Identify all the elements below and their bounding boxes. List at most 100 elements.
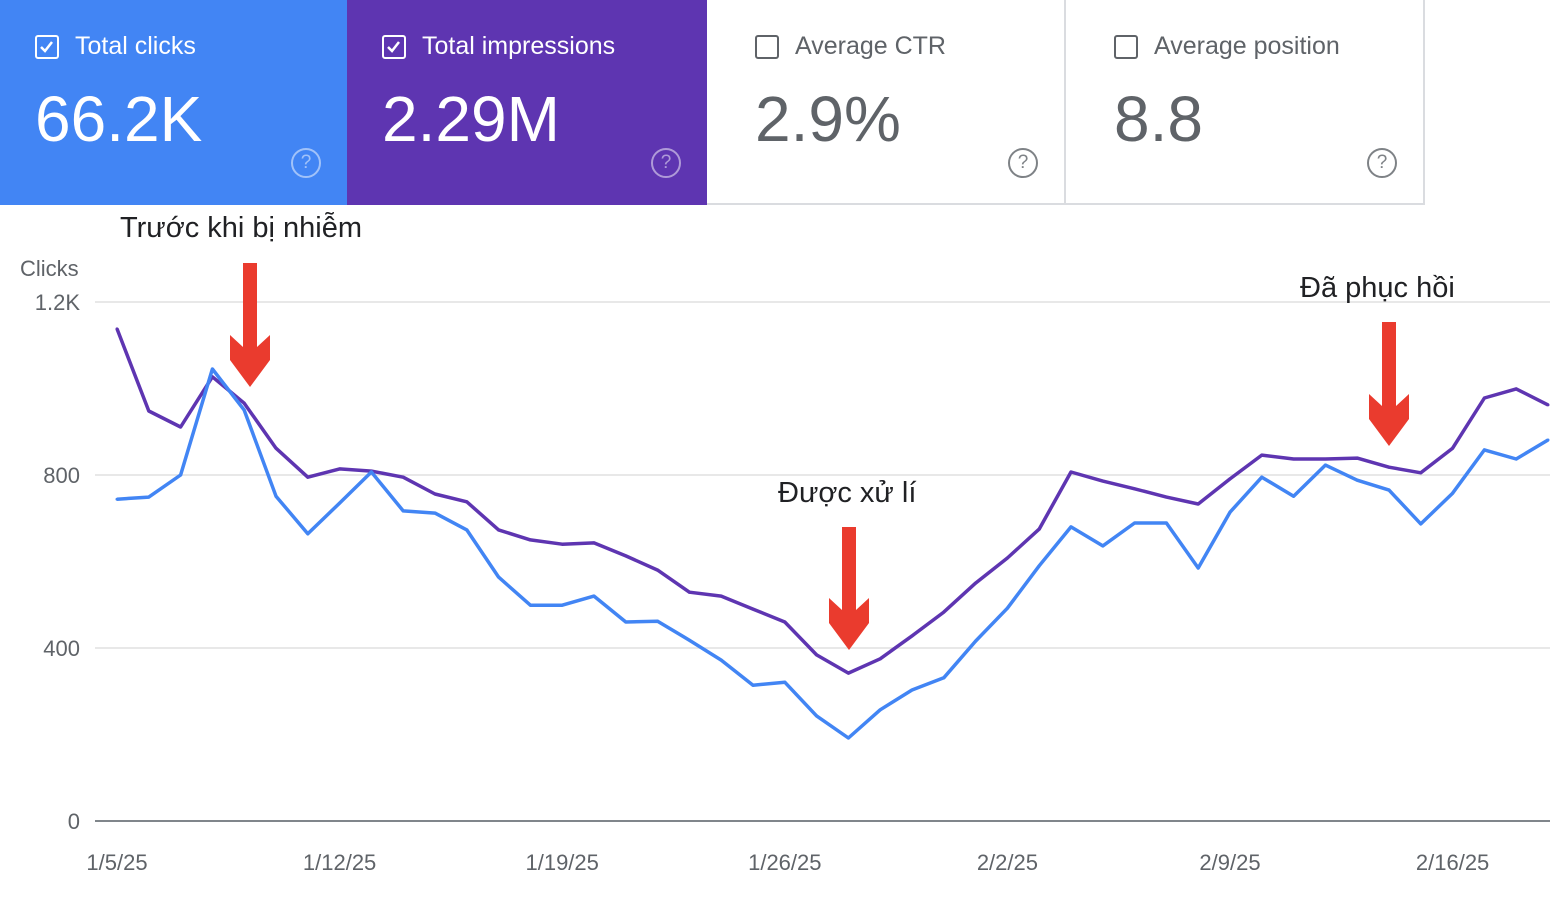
total-impressions-card[interactable]: Total impressions 2.29M ?: [347, 0, 707, 205]
data-point: [846, 736, 850, 740]
data-point: [1451, 446, 1455, 450]
checkbox-checked-icon[interactable]: [382, 35, 406, 59]
x-tick-label: 2/16/25: [1416, 850, 1489, 875]
data-point: [592, 594, 596, 598]
data-point: [1451, 491, 1455, 495]
data-point: [1133, 487, 1137, 491]
data-point: [433, 511, 437, 515]
data-point: [624, 554, 628, 558]
checkbox-unchecked-icon[interactable]: [755, 35, 779, 59]
help-icon[interactable]: ?: [1008, 148, 1038, 178]
data-point: [1482, 448, 1486, 452]
data-point: [1196, 566, 1200, 570]
data-point: [528, 538, 532, 542]
data-point: [465, 500, 469, 504]
data-point: [942, 610, 946, 614]
data-point: [783, 620, 787, 624]
data-point: [1482, 396, 1486, 400]
help-icon[interactable]: ?: [291, 148, 321, 178]
average-position-card[interactable]: Average position 8.8 ?: [1066, 0, 1425, 205]
arrow-down-icon: [230, 263, 270, 387]
data-point: [1419, 471, 1423, 475]
data-point: [147, 409, 151, 413]
series-line-total-impressions: [115, 328, 1549, 675]
x-tick-label: 1/26/25: [748, 850, 821, 875]
data-point: [1037, 564, 1041, 568]
data-point: [274, 446, 278, 450]
card-label: Total impressions: [422, 32, 616, 60]
data-point: [783, 680, 787, 684]
data-point: [687, 638, 691, 642]
data-point: [815, 714, 819, 718]
annotation-handled: Được xử lí: [778, 477, 917, 509]
data-point: [242, 401, 246, 405]
y-tick-label: 0: [68, 809, 80, 834]
data-point: [624, 620, 628, 624]
card-value: 66.2K: [35, 83, 203, 155]
average-ctr-card[interactable]: Average CTR 2.9% ?: [707, 0, 1066, 205]
data-point: [719, 594, 723, 598]
data-point: [1101, 479, 1105, 483]
checkbox-unchecked-icon[interactable]: [1114, 35, 1138, 59]
data-point: [1514, 387, 1518, 391]
data-point: [719, 658, 723, 662]
data-point: [306, 532, 310, 536]
total-clicks-card[interactable]: Total clicks 66.2K ?: [0, 0, 347, 205]
data-point: [1387, 465, 1391, 469]
x-tick-label: 1/5/25: [86, 850, 147, 875]
data-point: [1292, 494, 1296, 498]
data-point: [274, 494, 278, 498]
card-value: 2.29M: [382, 83, 560, 155]
x-tick-label: 2/9/25: [1199, 850, 1260, 875]
card-label: Average CTR: [795, 32, 946, 60]
data-point: [210, 367, 214, 371]
data-point: [1292, 457, 1296, 461]
data-point: [910, 688, 914, 692]
data-point: [560, 603, 564, 607]
y-tick-label: 800: [43, 463, 80, 488]
data-point: [1260, 475, 1264, 479]
data-point: [1069, 525, 1073, 529]
data-point: [242, 408, 246, 412]
data-point: [1419, 522, 1423, 526]
data-point: [878, 708, 882, 712]
x-tick-label: 1/19/25: [525, 850, 598, 875]
data-point: [1228, 477, 1232, 481]
data-point: [942, 676, 946, 680]
annotation-before-infection: Trước khi bị nhiễm: [120, 212, 363, 244]
x-tick-label: 2/2/25: [977, 850, 1038, 875]
card-value: 8.8: [1114, 83, 1203, 155]
data-point: [497, 528, 501, 532]
help-icon[interactable]: ?: [651, 148, 681, 178]
data-point: [147, 495, 151, 499]
data-point: [528, 603, 532, 607]
data-point: [687, 590, 691, 594]
data-point: [1069, 470, 1073, 474]
help-icon[interactable]: ?: [1367, 148, 1397, 178]
data-point: [338, 467, 342, 471]
data-point: [878, 657, 882, 661]
data-point: [1228, 510, 1232, 514]
data-point: [1323, 463, 1327, 467]
checkbox-checked-icon[interactable]: [35, 35, 59, 59]
data-point: [910, 634, 914, 638]
data-point: [338, 501, 342, 505]
arrow-down-icon: [1369, 322, 1409, 446]
data-point: [974, 581, 978, 585]
data-point: [1164, 495, 1168, 499]
data-point: [1101, 544, 1105, 548]
data-point: [1005, 606, 1009, 610]
data-point: [465, 528, 469, 532]
data-point: [1546, 438, 1550, 442]
card-label: Average position: [1154, 32, 1340, 60]
data-point: [815, 653, 819, 657]
data-point: [974, 639, 978, 643]
data-point: [1005, 556, 1009, 560]
data-point: [1260, 453, 1264, 457]
data-point: [1133, 521, 1137, 525]
y-axis-label: Clicks: [20, 256, 79, 281]
data-point: [751, 683, 755, 687]
y-tick-label: 400: [43, 636, 80, 661]
data-point: [560, 542, 564, 546]
